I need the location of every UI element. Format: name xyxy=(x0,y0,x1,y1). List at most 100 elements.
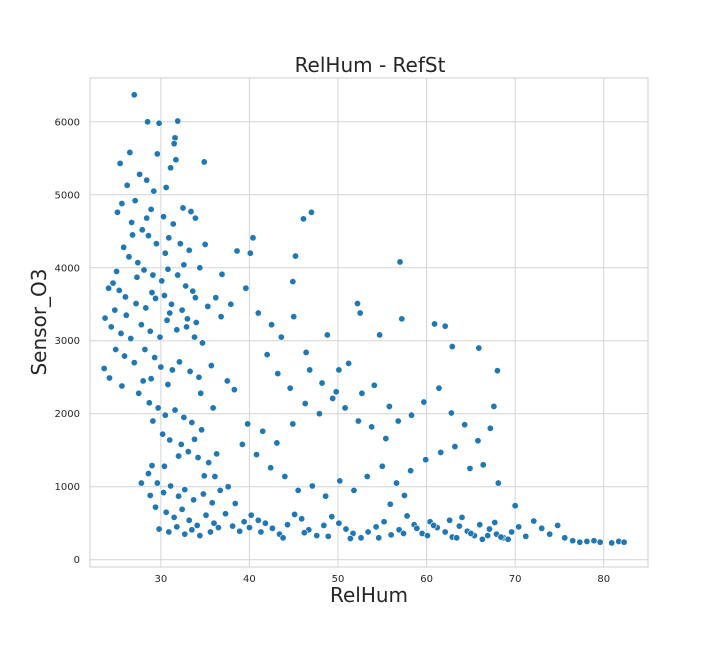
scatter-point xyxy=(160,291,168,299)
scatter-point xyxy=(313,532,321,540)
scatter-point xyxy=(164,381,172,389)
scatter-point xyxy=(233,247,241,255)
scatter-point xyxy=(113,208,121,216)
scatter-point xyxy=(254,516,262,524)
scatter-point xyxy=(125,253,133,261)
scatter-point xyxy=(437,448,445,456)
x-tick-label: 50 xyxy=(332,574,345,585)
scatter-point xyxy=(211,472,219,480)
scatter-point xyxy=(186,367,194,375)
scatter-point xyxy=(236,527,244,535)
scatter-point xyxy=(191,294,199,302)
scatter-point xyxy=(273,439,281,447)
scatter-point xyxy=(281,472,289,480)
scatter-point xyxy=(448,343,456,351)
scatter-point xyxy=(175,492,183,500)
scatter-point xyxy=(149,417,157,425)
scatter-point xyxy=(522,532,530,540)
scatter-point xyxy=(162,183,170,191)
scatter-point xyxy=(458,513,466,521)
scatter-point xyxy=(277,333,285,341)
scatter-point xyxy=(299,215,307,223)
scatter-point xyxy=(174,117,182,125)
scatter-point xyxy=(254,309,262,317)
scatter-point xyxy=(493,367,501,375)
scatter-point xyxy=(386,500,394,508)
scatter-point xyxy=(144,118,152,126)
scatter-point xyxy=(200,472,208,480)
y-tick-label: 3000 xyxy=(55,336,80,347)
scatter-point xyxy=(188,418,196,426)
scatter-point xyxy=(478,535,486,543)
chart-title: RelHum - RefSt xyxy=(295,53,446,77)
scatter-point xyxy=(238,440,246,448)
scatter-point xyxy=(166,309,174,317)
scatter-point xyxy=(150,187,158,195)
y-tick-label: 6000 xyxy=(55,117,80,128)
scatter-point xyxy=(430,521,438,529)
scatter-point xyxy=(137,479,145,487)
scatter-point xyxy=(420,398,428,406)
scatter-point xyxy=(148,289,156,297)
scatter-point xyxy=(161,411,169,419)
scatter-point xyxy=(446,516,454,524)
scatter-point xyxy=(171,134,179,142)
scatter-point xyxy=(171,406,179,414)
scatter-point xyxy=(423,532,431,540)
scatter-point xyxy=(267,464,275,472)
scatter-point xyxy=(240,518,248,526)
scatter-point xyxy=(130,91,138,99)
scatter-point xyxy=(284,521,292,529)
scatter-point xyxy=(246,249,254,257)
scatter-point xyxy=(322,492,330,500)
scatter-point xyxy=(218,270,226,278)
scatter-point xyxy=(596,538,604,546)
scatter-point xyxy=(479,461,487,469)
y-tick-label: 1000 xyxy=(55,482,80,493)
scatter-point xyxy=(441,322,449,330)
scatter-point xyxy=(301,400,309,408)
scatter-point xyxy=(143,176,151,184)
scatter-point xyxy=(202,511,210,519)
scatter-point xyxy=(152,503,160,511)
scatter-point xyxy=(144,470,152,478)
scatter-point xyxy=(200,158,208,166)
scatter-point xyxy=(435,384,443,392)
scatter-point xyxy=(422,456,430,464)
scatter-point xyxy=(394,417,402,425)
scatter-point xyxy=(279,534,287,542)
scatter-point xyxy=(210,519,218,527)
scatter-point xyxy=(180,261,188,269)
scatter-point xyxy=(112,346,120,354)
scatter-point xyxy=(123,181,131,189)
scatter-point xyxy=(137,321,145,329)
scatter-point xyxy=(185,516,193,524)
scatter-point xyxy=(356,309,364,317)
scatter-point xyxy=(453,534,461,542)
scatter-point xyxy=(149,271,157,279)
scatter-point xyxy=(191,333,199,341)
scatter-point xyxy=(441,528,449,536)
scatter-point xyxy=(341,404,349,412)
scatter-point xyxy=(320,521,328,529)
scatter-point xyxy=(115,286,123,294)
scatter-point xyxy=(467,529,475,537)
scatter-point xyxy=(136,170,144,178)
scatter-point xyxy=(494,479,502,487)
scatter-point xyxy=(554,521,562,529)
scatter-point xyxy=(199,490,207,498)
scatter-point xyxy=(143,214,151,222)
scatter-point xyxy=(306,366,314,374)
scatter-point xyxy=(190,496,198,504)
scatter-point xyxy=(214,524,222,532)
scatter-point xyxy=(398,315,406,323)
scatter-point xyxy=(181,486,189,494)
scatter-point xyxy=(138,226,146,234)
scatter-point xyxy=(368,423,376,431)
scatter-point xyxy=(224,483,232,491)
scatter-point xyxy=(476,521,484,529)
scatter-point xyxy=(146,327,154,335)
scatter-point xyxy=(400,491,408,499)
scatter-point xyxy=(242,284,250,292)
scatter-point xyxy=(167,482,175,490)
